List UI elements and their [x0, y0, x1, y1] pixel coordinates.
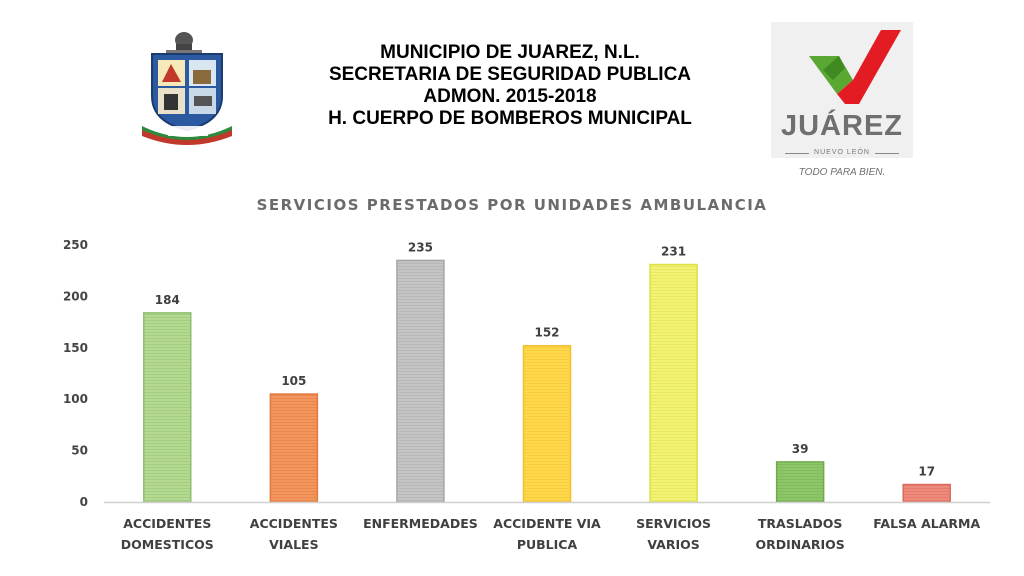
x-tick-label: ACCIDENTES	[250, 516, 338, 531]
x-tick-label: TRASLADOS	[758, 516, 842, 531]
juarez-brand-logo: JUÁREZ NUEVO LEÓN TODO PARA BIEN.	[771, 22, 913, 178]
header-title-block: MUNICIPIO DE JUAREZ, N.L. SECRETARIA DE …	[250, 42, 770, 130]
bar	[269, 393, 319, 503]
header-line-fire-department: H. CUERPO DE BOMBEROS MUNICIPAL	[328, 108, 692, 129]
data-label: 231	[661, 245, 686, 259]
municipal-coat-of-arms-logo	[138, 30, 238, 148]
brand-slogan: TODO PARA BIEN.	[798, 167, 886, 178]
y-tick-label: 50	[71, 444, 88, 458]
brand-name: JUÁREZ	[780, 110, 903, 142]
bar-series: 184 105 235 152 231 39 17	[143, 240, 951, 503]
x-axis: ACCIDENTES DOMESTICOS ACCIDENTES VIALES ENFE…	[104, 501, 990, 552]
data-label: 184	[155, 293, 180, 307]
coat-of-arms-icon	[142, 32, 232, 145]
chart-title: SERVICIOS PRESTADOS POR UNIDADES AMBULAN…	[256, 196, 768, 214]
data-label: 235	[408, 240, 433, 254]
x-tick-label: VARIOS	[647, 537, 699, 552]
x-tick-label: PUBLICA	[517, 537, 578, 552]
header-line-administration: ADMON. 2015-2018	[423, 86, 597, 107]
x-tick-label: ENFERMEDADES	[363, 516, 478, 531]
x-tick-label: ACCIDENTES	[123, 516, 211, 531]
bar	[902, 483, 951, 503]
x-tick-label: ORDINARIOS	[755, 537, 844, 552]
y-tick-label: 0	[80, 495, 88, 509]
data-label: 152	[534, 326, 559, 340]
x-tick-label: SERVICIOS	[636, 516, 711, 531]
data-label: 105	[281, 374, 306, 388]
bar	[649, 263, 698, 503]
data-label: 39	[792, 442, 809, 456]
x-tick-label: ACCIDENTE VIA	[493, 516, 601, 531]
header-line-municipality: MUNICIPIO DE JUAREZ, N.L.	[380, 42, 640, 63]
bar	[396, 259, 445, 503]
y-tick-label: 100	[63, 392, 88, 406]
checkmark-icon	[809, 30, 901, 104]
divider	[785, 153, 809, 154]
bar	[143, 312, 192, 503]
y-tick-label: 250	[63, 238, 88, 252]
data-label: 17	[918, 465, 935, 479]
divider	[875, 153, 899, 154]
y-tick-label: 200	[63, 289, 88, 303]
y-axis: 0 50 100 150 200 250	[63, 238, 88, 509]
bar	[522, 344, 572, 503]
x-tick-label: DOMESTICOS	[121, 537, 214, 552]
y-tick-label: 150	[63, 341, 88, 355]
brand-state: NUEVO LEÓN	[814, 149, 870, 156]
bar	[775, 461, 825, 503]
x-tick-label: VIALES	[269, 537, 319, 552]
header-line-secretariat: SECRETARIA DE SEGURIDAD PUBLICA	[328, 64, 692, 85]
x-tick-label: FALSA ALARMA	[873, 516, 980, 531]
